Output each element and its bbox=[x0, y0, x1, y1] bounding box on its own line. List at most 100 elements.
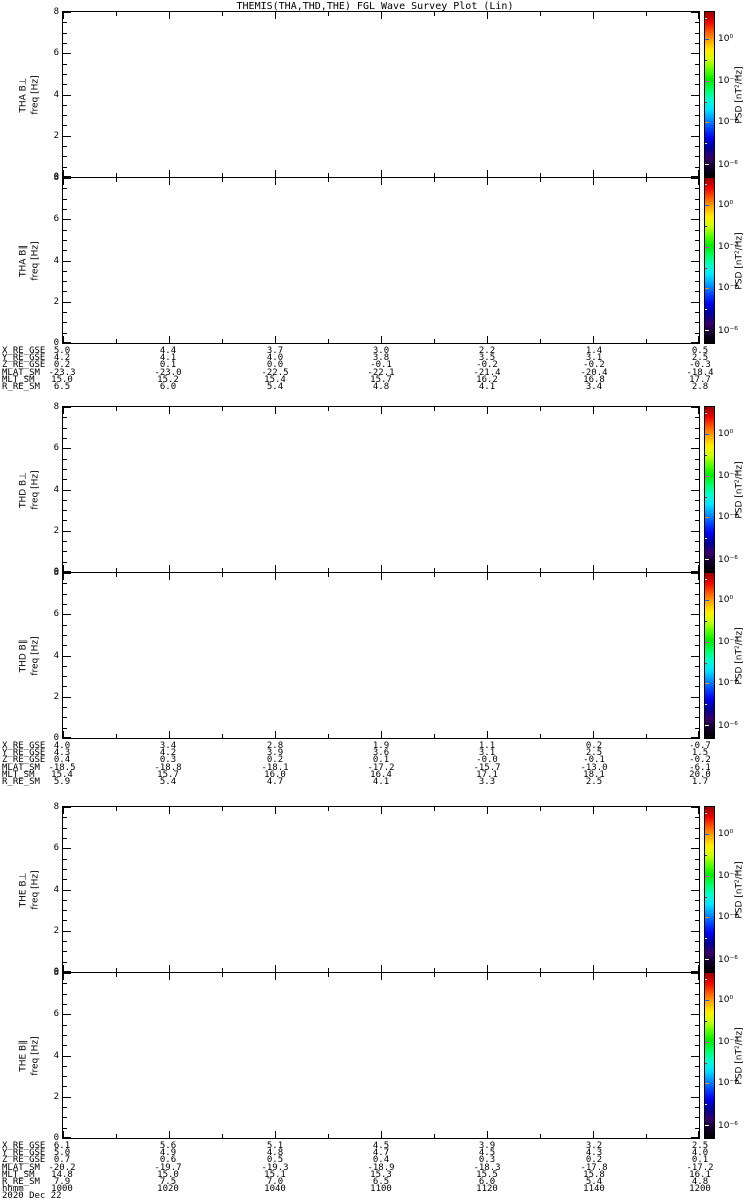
ephemeris-value: -18.4 bbox=[686, 368, 714, 378]
y-tick bbox=[695, 838, 699, 839]
y-tick bbox=[63, 973, 71, 974]
ephemeris-value: 4.9 bbox=[159, 1148, 177, 1158]
y-tick bbox=[63, 676, 67, 677]
panel-label: THE B∥ bbox=[18, 1040, 29, 1072]
panel-label: THD B∥ bbox=[18, 639, 29, 673]
y-tick bbox=[63, 625, 67, 626]
colorbar-title-wrap: PSD [nT²/Hz] bbox=[731, 972, 747, 1139]
colorbar-thd-bperp bbox=[704, 406, 715, 573]
y-tick bbox=[63, 656, 71, 657]
x-tick bbox=[698, 178, 699, 185]
x-tick bbox=[540, 178, 541, 182]
y-tick-label: 4 bbox=[53, 90, 59, 100]
colorbar-title-rotated: PSD [nT²/Hz] bbox=[732, 573, 748, 740]
panel-label: THA B∥ bbox=[18, 245, 29, 277]
y-tick bbox=[691, 1097, 699, 1098]
date-label: 2020 Dec 22 bbox=[2, 1191, 62, 1200]
colorbar-tha-bperp bbox=[704, 11, 715, 178]
x-tick bbox=[116, 973, 117, 977]
y-tick bbox=[695, 479, 699, 480]
x-tick bbox=[275, 12, 276, 19]
ephemeris-value: 0.5 bbox=[266, 1155, 284, 1165]
x-tick bbox=[222, 173, 223, 177]
colorbar-tick-label: 10⁰ bbox=[718, 200, 734, 210]
colorbar-title-rotated: PSD [nT²/Hz] bbox=[732, 973, 748, 1140]
y-tick bbox=[63, 737, 71, 738]
colorbar-tick-label: 10⁻⁶ bbox=[718, 721, 738, 731]
y-tick bbox=[63, 983, 67, 984]
y-tick-label: 4 bbox=[53, 485, 59, 495]
x-tick bbox=[275, 1131, 276, 1138]
colorbar-tick bbox=[705, 642, 709, 643]
panel-axis-label-tha-bperp: THA B⊥ freq [Hz] bbox=[14, 11, 44, 178]
ephemeris-value: 15.2 bbox=[157, 375, 179, 385]
x-tick bbox=[434, 807, 435, 811]
y-tick bbox=[691, 1014, 699, 1015]
ephemeris-value: 16.1 bbox=[689, 1170, 711, 1180]
y-tick bbox=[691, 342, 699, 343]
y-tick bbox=[63, 1128, 67, 1129]
y-tick bbox=[695, 230, 699, 231]
colorbar-minor-tick bbox=[705, 1104, 707, 1105]
y-tick-label: 2 bbox=[53, 1092, 59, 1102]
ephemeris-value: -0.0 bbox=[476, 755, 498, 765]
colorbar-tick bbox=[705, 725, 709, 726]
x-tick bbox=[487, 170, 488, 177]
ephemeris-value: 4.4 bbox=[159, 346, 177, 356]
x-tick bbox=[328, 407, 329, 411]
ephemeris-value: -20.4 bbox=[580, 368, 608, 378]
x-tick bbox=[540, 973, 541, 977]
y-tick bbox=[63, 1076, 67, 1077]
ephemeris-value: 6.5 bbox=[53, 382, 71, 392]
y-tick bbox=[63, 219, 71, 220]
x-tick bbox=[63, 407, 64, 414]
x-tick bbox=[222, 407, 223, 411]
colorbar-tick bbox=[705, 600, 709, 601]
x-tick bbox=[487, 965, 488, 972]
x-tick bbox=[381, 407, 382, 414]
y-tick bbox=[695, 22, 699, 23]
y-tick-label: 6 bbox=[53, 48, 59, 58]
colorbar-tick bbox=[705, 959, 709, 960]
x-tick bbox=[646, 968, 647, 972]
y-tick bbox=[63, 167, 67, 168]
ephemeris-value: -21.4 bbox=[473, 368, 501, 378]
colorbar-tick bbox=[705, 917, 709, 918]
ephemeris-value: 3.7 bbox=[266, 346, 284, 356]
y-tick bbox=[63, 199, 67, 200]
ephemeris-value: 15.5 bbox=[476, 1170, 498, 1180]
colorbar-tick-label: 10⁻⁴ bbox=[718, 117, 738, 127]
colorbar-minor-tick bbox=[705, 663, 707, 664]
x-tick bbox=[540, 568, 541, 572]
y-tick bbox=[695, 105, 699, 106]
ephemeris-value: 7.9 bbox=[53, 1177, 71, 1187]
colorbar-tick-label: 10⁰ bbox=[718, 429, 734, 439]
y-tick bbox=[63, 686, 67, 687]
x-tick bbox=[116, 407, 117, 411]
y-tick bbox=[63, 312, 67, 313]
ephemeris-value: 1.4 bbox=[585, 346, 603, 356]
x-tick bbox=[434, 968, 435, 972]
x-tick bbox=[540, 807, 541, 811]
x-tick bbox=[169, 170, 170, 177]
x-tick bbox=[487, 1131, 488, 1138]
colorbar-tick-label: 10⁻⁶ bbox=[718, 955, 738, 965]
y-tick bbox=[695, 666, 699, 667]
y-tick bbox=[691, 12, 699, 13]
x-tick bbox=[222, 339, 223, 343]
y-tick-label: 8 bbox=[53, 968, 59, 978]
x-tick bbox=[434, 1134, 435, 1138]
colorbar-tick-label: 10⁻⁴ bbox=[718, 1078, 738, 1088]
y-tick bbox=[63, 1107, 67, 1108]
ephemeris-value: 3.9 bbox=[266, 748, 284, 758]
colorbar-minor-tick bbox=[705, 897, 707, 898]
ephemeris-value: 4.7 bbox=[372, 1148, 390, 1158]
colorbar-gradient bbox=[705, 407, 714, 572]
ephemeris-value: 4.5 bbox=[478, 1148, 496, 1158]
colorbar-title: PSD [nT²/Hz] bbox=[734, 66, 745, 124]
y-tick bbox=[691, 531, 699, 532]
y-tick bbox=[63, 500, 67, 501]
ephemeris-value: 4.3 bbox=[53, 748, 71, 758]
y-tick bbox=[63, 22, 67, 23]
x-tick bbox=[434, 407, 435, 411]
